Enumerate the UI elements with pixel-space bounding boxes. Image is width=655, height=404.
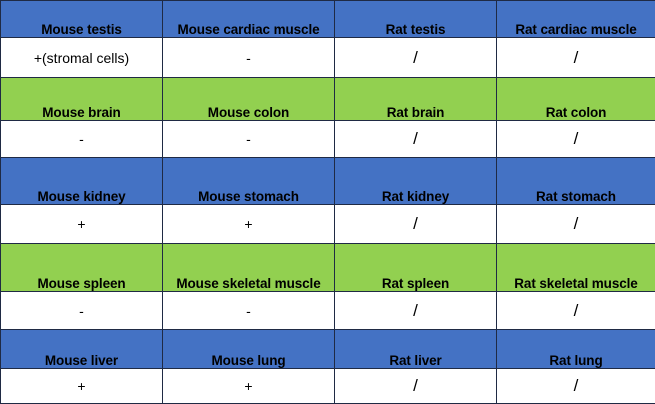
value-cell: /: [335, 292, 497, 330]
value-cell: -: [163, 121, 335, 158]
value-row: + + / /: [1, 369, 655, 404]
value-cell: -: [163, 38, 335, 78]
value-row: - - / /: [1, 292, 655, 330]
header-cell: Rat kidney: [335, 158, 497, 205]
header-cell: Mouse kidney: [1, 158, 163, 205]
header-row: Mouse brain Mouse colon Rat brain Rat co…: [1, 78, 655, 121]
header-cell: Rat colon: [497, 78, 655, 121]
header-cell: Rat cardiac muscle: [497, 1, 655, 38]
value-row: +(stromal cells) - / /: [1, 38, 655, 78]
value-cell: /: [497, 205, 655, 244]
header-cell: Mouse skeletal muscle: [163, 244, 335, 292]
header-cell: Mouse spleen: [1, 244, 163, 292]
header-cell: Mouse liver: [1, 330, 163, 369]
value-cell: /: [497, 121, 655, 158]
value-cell: /: [497, 292, 655, 330]
value-cell: /: [497, 369, 655, 404]
value-cell: /: [335, 38, 497, 78]
value-cell: /: [497, 38, 655, 78]
value-cell: +: [1, 205, 163, 244]
header-row: Mouse testis Mouse cardiac muscle Rat te…: [1, 1, 655, 38]
value-cell: +: [163, 369, 335, 404]
header-row: Mouse kidney Mouse stomach Rat kidney Ra…: [1, 158, 655, 205]
header-cell: Rat skeletal muscle: [497, 244, 655, 292]
value-cell: -: [1, 121, 163, 158]
header-cell: Mouse testis: [1, 1, 163, 38]
header-row: Mouse spleen Mouse skeletal muscle Rat s…: [1, 244, 655, 292]
value-cell: /: [335, 121, 497, 158]
header-cell: Mouse lung: [163, 330, 335, 369]
header-row: Mouse liver Mouse lung Rat liver Rat lun…: [1, 330, 655, 369]
header-cell: Mouse cardiac muscle: [163, 1, 335, 38]
value-cell: /: [335, 205, 497, 244]
value-row: + + / /: [1, 205, 655, 244]
header-cell: Rat testis: [335, 1, 497, 38]
header-cell: Mouse colon: [163, 78, 335, 121]
value-cell: +: [1, 369, 163, 404]
header-cell: Rat brain: [335, 78, 497, 121]
header-cell: Rat stomach: [497, 158, 655, 205]
header-cell: Rat spleen: [335, 244, 497, 292]
value-cell: +(stromal cells): [1, 38, 163, 78]
header-cell: Mouse stomach: [163, 158, 335, 205]
value-cell: /: [335, 369, 497, 404]
value-cell: -: [1, 292, 163, 330]
header-cell: Rat liver: [335, 330, 497, 369]
header-cell: Mouse brain: [1, 78, 163, 121]
value-cell: -: [163, 292, 335, 330]
header-cell: Rat lung: [497, 330, 655, 369]
value-cell: +: [163, 205, 335, 244]
value-row: - - / /: [1, 121, 655, 158]
